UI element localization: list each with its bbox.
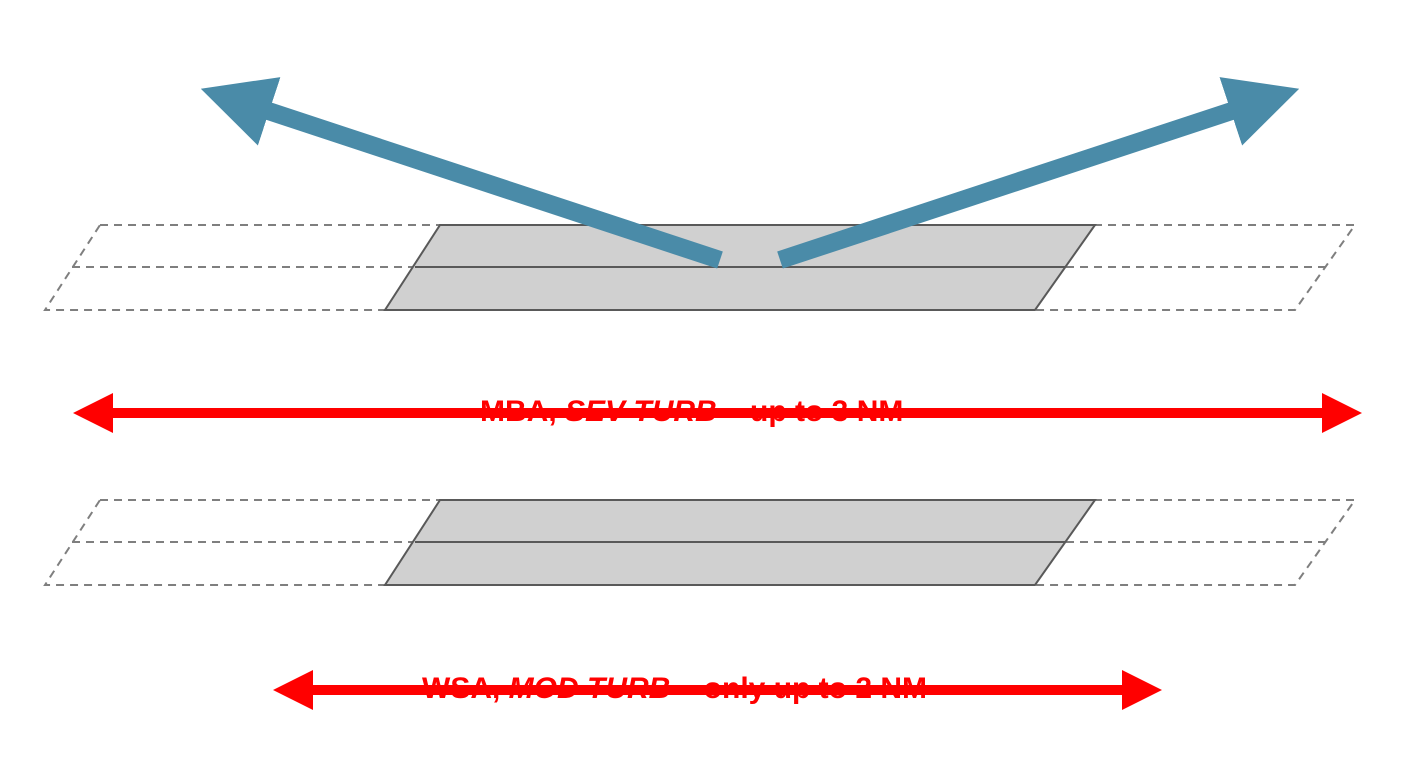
mba-label-prefix: MBA, [480, 395, 565, 428]
mba-label-suffix: – up to 3 NM [717, 395, 904, 428]
wsa-label: WSA, MOD TURB – only up to 2 NM [422, 672, 927, 706]
wsa-label-emphasis: MOD TURB [509, 672, 671, 705]
mba-label: MBA, SEV TURB – up to 3 NM [480, 395, 903, 429]
wsa-label-prefix: WSA, [422, 672, 509, 705]
wsa-label-suffix: – only up to 2 NM [670, 672, 927, 705]
diagram-svg [0, 0, 1426, 759]
mba-label-emphasis: SEV TURB [565, 395, 717, 428]
